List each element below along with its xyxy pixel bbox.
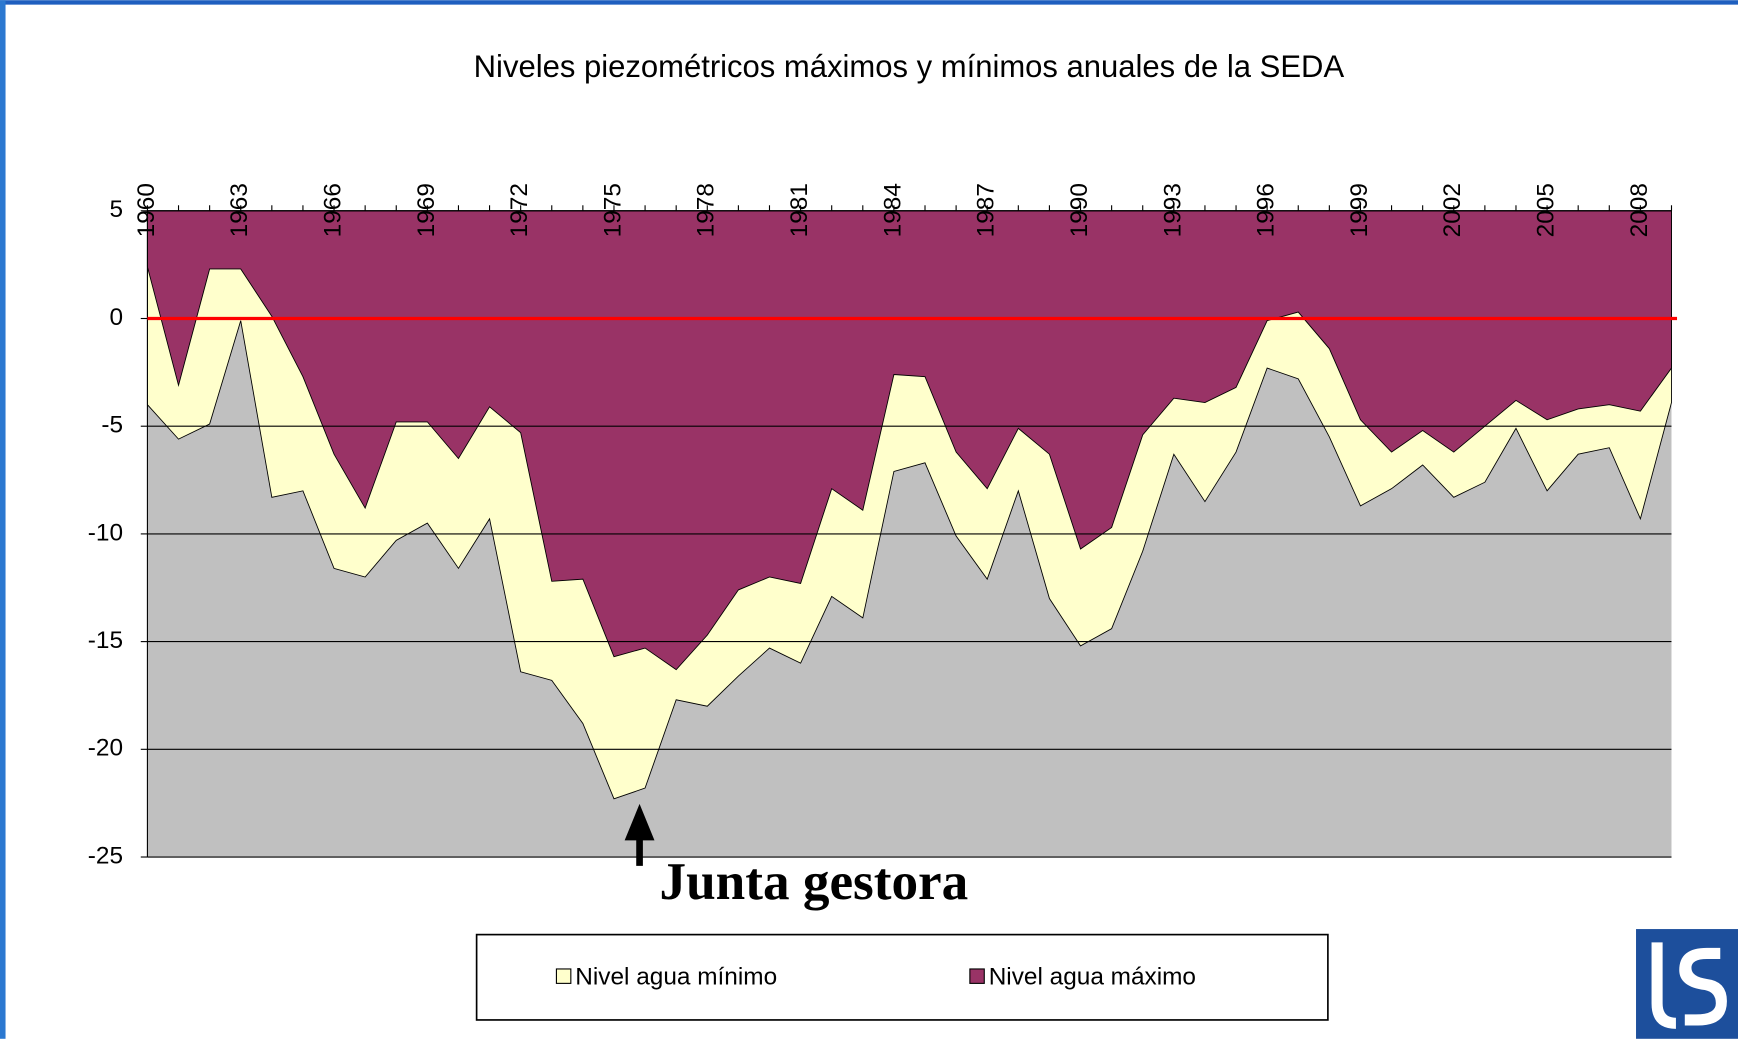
x-tick-label: 1978 bbox=[693, 183, 720, 237]
annotation-arrow bbox=[624, 803, 655, 866]
area-series bbox=[146, 210, 1672, 671]
chart: 5 0 -5 -10 -15 -20 -25 1960 1963 1966 1969 1972 1975… bbox=[88, 183, 1678, 869]
x-tick-label: 1969 bbox=[413, 183, 440, 237]
left-border bbox=[0, 0, 6, 1039]
legend-label: Nivel agua mínimo bbox=[575, 963, 777, 990]
x-tick-label: 1960 bbox=[133, 183, 160, 237]
legend-swatch bbox=[969, 968, 985, 984]
y-tick-label: -15 bbox=[88, 627, 123, 654]
y-tick-label: 0 bbox=[109, 304, 123, 331]
x-tick-label: 1975 bbox=[599, 183, 626, 237]
y-tick-label: -5 bbox=[101, 412, 123, 439]
x-tick-label: 2005 bbox=[1533, 183, 1560, 237]
x-tick-label: 2002 bbox=[1439, 183, 1466, 237]
y-tick-label: 5 bbox=[109, 196, 123, 223]
y-tick-label: -10 bbox=[88, 519, 123, 546]
logo-shape bbox=[1651, 942, 1676, 1029]
y-tick-label: -25 bbox=[88, 842, 123, 869]
x-tick-label: 1990 bbox=[1066, 183, 1093, 237]
x-tick-label: 1981 bbox=[786, 183, 813, 237]
x-tick-label: 1984 bbox=[879, 183, 906, 237]
legend-label: Nivel agua máximo bbox=[989, 963, 1196, 990]
x-tick-label: 1972 bbox=[506, 183, 533, 237]
x-tick-label: 1996 bbox=[1253, 183, 1280, 237]
x-tick-label: 1999 bbox=[1346, 183, 1373, 237]
top-border bbox=[0, 0, 1738, 5]
y-tick-label: -20 bbox=[88, 735, 123, 762]
legend-swatch bbox=[555, 968, 572, 984]
logo-shape bbox=[1679, 947, 1727, 1026]
x-tick-label: 2008 bbox=[1626, 183, 1653, 237]
x-tick-label: 1966 bbox=[319, 183, 346, 237]
chart-title: Niveles piezométricos máximos y mínimos … bbox=[474, 49, 1345, 84]
logo bbox=[1636, 929, 1738, 1039]
legend-box bbox=[475, 933, 1329, 1021]
x-tick-label: 1993 bbox=[1159, 183, 1186, 237]
annotation: Junta gestora bbox=[660, 852, 969, 911]
x-tick-label: 1987 bbox=[973, 183, 1000, 237]
x-tick-label: 1963 bbox=[226, 183, 253, 237]
